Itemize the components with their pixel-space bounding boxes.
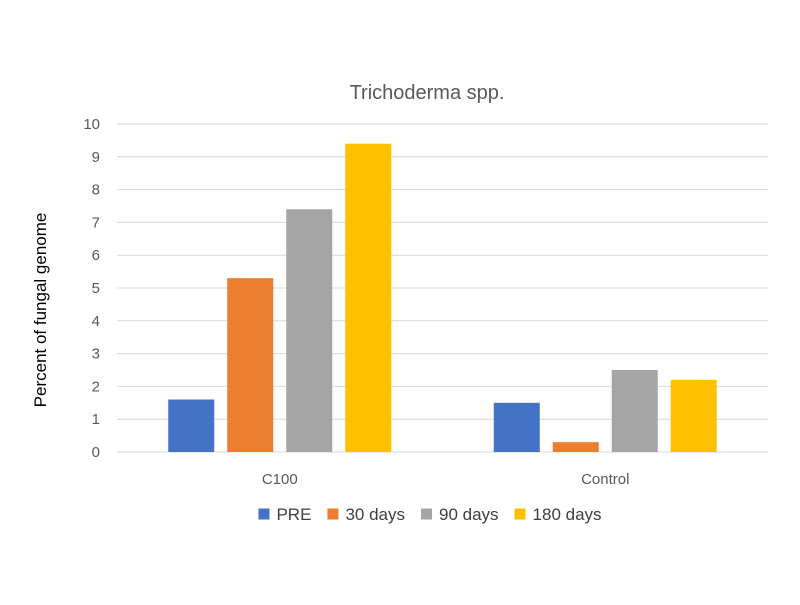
legend-label: 180 days — [533, 505, 602, 524]
bar-180-days-control — [670, 379, 717, 452]
bar-180-days-c100 — [345, 143, 392, 452]
y-axis-ticks: 0 1 2 3 4 5 6 7 8 9 10 — [83, 116, 100, 461]
y-tick-label: 8 — [92, 182, 100, 199]
y-tick-label: 7 — [92, 214, 100, 231]
y-tick-label: 3 — [92, 346, 100, 363]
bar-pre-control — [493, 402, 540, 452]
legend-label: 90 days — [439, 505, 499, 524]
y-tick-label: 9 — [92, 149, 100, 166]
legend-swatch — [420, 508, 432, 520]
y-tick-label: 1 — [92, 411, 100, 428]
x-category-label: C100 — [262, 471, 298, 488]
y-tick-label: 5 — [92, 280, 100, 297]
bar-90-days-control — [611, 370, 658, 452]
legend-swatch — [514, 508, 526, 520]
y-tick-label: 2 — [92, 378, 100, 395]
bar-pre-c100 — [168, 399, 215, 452]
chart-title: Trichoderma spp. — [350, 82, 505, 104]
legend-label: PRE — [276, 505, 311, 524]
bars — [168, 143, 717, 452]
legend-swatch — [258, 508, 270, 520]
y-tick-label: 6 — [92, 247, 100, 264]
legend-label: 30 days — [345, 505, 405, 524]
bar-30-days-control — [552, 442, 599, 452]
gridlines — [117, 123, 768, 453]
bar-90-days-c100 — [286, 209, 333, 452]
bar-30-days-c100 — [227, 278, 274, 452]
y-tick-label: 4 — [92, 313, 100, 330]
legend: PRE 30 days 90 days 180 days — [258, 505, 602, 524]
y-tick-label: 10 — [83, 116, 100, 133]
x-category-label: Control — [581, 471, 629, 488]
x-axis-categories: C100 Control — [262, 471, 630, 488]
legend-swatch — [327, 508, 339, 520]
y-tick-label: 0 — [92, 444, 100, 461]
y-axis-label: Percent of fungal genome — [31, 213, 50, 408]
